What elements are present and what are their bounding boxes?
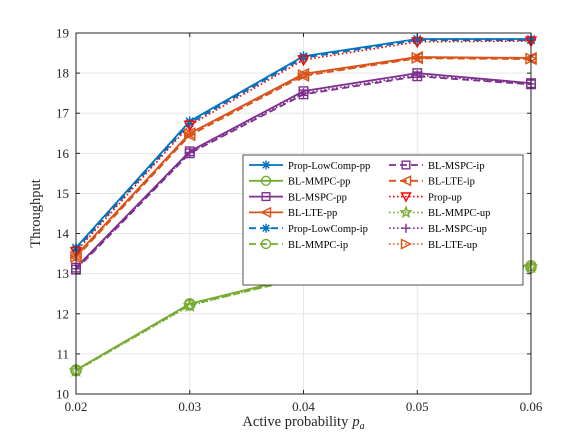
series-line xyxy=(75,57,532,259)
data-point xyxy=(401,160,411,170)
series-line xyxy=(75,57,532,258)
data-point xyxy=(184,147,195,158)
legend-item: BL-MSPC-pp xyxy=(249,192,347,203)
y-tick-label: 13 xyxy=(56,266,69,281)
legend-box xyxy=(242,154,524,286)
data-point xyxy=(261,192,271,202)
legend-label: BL-MMPC-pp xyxy=(288,177,350,188)
legend-item: BL-MSPC-ip xyxy=(389,160,485,172)
legend-label: Prop-LowComp-pp xyxy=(288,161,370,172)
legend-item: BL-MMPC-pp xyxy=(249,175,350,188)
legend-label: BL-MSPC-pp xyxy=(288,192,347,203)
legend-label: BL-LTE-up xyxy=(428,240,477,251)
x-axis-label-subscript: a xyxy=(360,421,365,432)
data-point xyxy=(412,35,423,46)
data-point xyxy=(183,120,196,132)
legend-item: Prop-LowComp-pp xyxy=(249,160,370,172)
data-point xyxy=(260,238,272,250)
y-tick-label: 16 xyxy=(56,146,70,161)
x-tick-label: 0.04 xyxy=(292,399,315,414)
y-tick-label: 17 xyxy=(56,106,70,121)
data-point xyxy=(412,70,423,81)
series-line xyxy=(75,74,532,270)
data-point xyxy=(297,68,311,82)
legend: Prop-LowComp-pp BL-MMPC-pp BL-MSPC-pp BL-LT… xyxy=(242,154,524,286)
y-tick-label: 15 xyxy=(56,186,69,201)
data-point xyxy=(183,129,196,142)
data-point xyxy=(261,223,271,233)
legend-label: Prop-LowComp-ip xyxy=(288,224,368,235)
legend-item: BL-LTE-ip xyxy=(389,175,475,188)
data-point xyxy=(259,206,272,219)
legend-label: BL-LTE-pp xyxy=(288,208,337,219)
series-line xyxy=(75,40,532,253)
data-point xyxy=(400,238,413,250)
legend-item: Prop-LowComp-ip xyxy=(249,223,368,235)
y-tick-label: 14 xyxy=(56,226,70,241)
data-point xyxy=(298,52,309,63)
legend-label: BL-MMPC-up xyxy=(428,208,490,219)
legend-item: BL-LTE-pp xyxy=(249,206,337,219)
legend-item: BL-MSPC-up xyxy=(389,223,487,235)
data-point xyxy=(399,175,412,187)
y-tick-label: 10 xyxy=(56,387,69,402)
legend-item: Prop-up xyxy=(389,192,462,203)
series-prop-up xyxy=(69,36,538,259)
y-axis-label: Throughput xyxy=(28,179,44,247)
data-point xyxy=(297,55,310,67)
legend-item: BL-MMPC-ip xyxy=(249,238,348,251)
legend-label: BL-MSPC-up xyxy=(428,224,487,235)
data-point xyxy=(399,205,413,219)
data-point xyxy=(296,69,310,83)
legend-label: BL-LTE-ip xyxy=(428,177,475,188)
data-point xyxy=(184,127,197,141)
x-tick-label: 0.06 xyxy=(520,399,543,414)
legend-label: Prop-up xyxy=(428,192,462,203)
x-tick-label: 0.05 xyxy=(406,399,429,414)
data-point xyxy=(182,297,198,313)
axis-ticks: 0.02 0.03 0.04 0.05 0.06 10 11 12 13 14 15 16 17 18 19 xyxy=(56,26,543,415)
data-point xyxy=(411,37,424,49)
data-point xyxy=(411,51,424,65)
x-axis-label-text: Active probability xyxy=(242,414,349,430)
data-point xyxy=(298,88,309,99)
x-axis-label: Active probability pa xyxy=(242,414,364,432)
y-tick-label: 19 xyxy=(56,26,69,41)
data-point xyxy=(400,192,412,203)
legend-label: BL-MSPC-ip xyxy=(428,161,485,172)
x-tick-label: 0.02 xyxy=(65,399,88,414)
data-point xyxy=(260,175,272,187)
y-tick-label: 18 xyxy=(56,66,69,81)
y-tick-label: 12 xyxy=(56,306,69,321)
data-point xyxy=(401,223,411,233)
data-point xyxy=(184,118,195,129)
legend-label: BL-MMPC-ip xyxy=(288,240,348,251)
legend-item: BL-LTE-up xyxy=(389,238,477,251)
y-tick-label: 11 xyxy=(56,346,69,361)
x-tick-label: 0.03 xyxy=(178,399,201,414)
data-point xyxy=(261,160,271,170)
x-axis-label-symbol: p xyxy=(351,414,359,430)
legend-item: BL-MMPC-up xyxy=(389,205,490,219)
